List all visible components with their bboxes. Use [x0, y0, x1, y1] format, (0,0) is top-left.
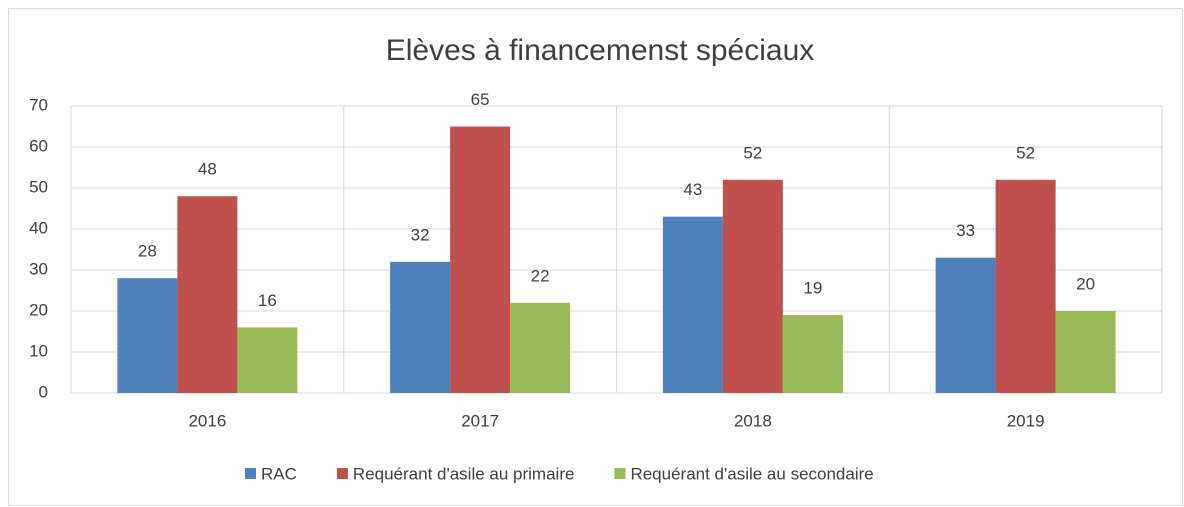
- y-tick-label: 20: [29, 300, 48, 319]
- x-tick-label: 2018: [734, 411, 772, 430]
- data-label: 43: [683, 180, 702, 199]
- legend-label: RAC: [261, 464, 297, 483]
- y-tick-label: 40: [29, 218, 48, 237]
- x-tick-label: 2016: [188, 411, 226, 430]
- bar: [935, 257, 996, 393]
- data-label: 32: [411, 225, 430, 244]
- y-tick-label: 10: [29, 341, 48, 360]
- y-tick-label: 30: [29, 259, 48, 278]
- bar: [722, 179, 783, 393]
- legend-swatch: [336, 468, 348, 479]
- data-label: 65: [471, 90, 490, 109]
- bar: [237, 327, 298, 393]
- legend-swatch: [614, 468, 626, 479]
- bar: [390, 261, 451, 393]
- data-label: 52: [1016, 143, 1035, 162]
- bar: [510, 302, 571, 393]
- data-label: 33: [956, 221, 975, 240]
- x-tick-label: 2019: [1007, 411, 1045, 430]
- data-label: 20: [1076, 274, 1095, 293]
- bar: [117, 278, 178, 393]
- legend-swatch: [245, 468, 256, 479]
- legend-label: Requérant d'asile au secondaire: [630, 464, 873, 483]
- bar: [995, 179, 1056, 393]
- y-tick-label: 50: [29, 177, 48, 196]
- chart-title: Elèves à financemenst spéciaux: [386, 34, 815, 67]
- data-label: 19: [803, 279, 822, 298]
- x-tick-label: 2017: [461, 411, 499, 430]
- data-label: 48: [198, 160, 217, 179]
- data-label: 52: [743, 143, 762, 162]
- legend-label: Requérant d'asile au primaire: [353, 464, 575, 483]
- y-tick-label: 60: [29, 136, 48, 155]
- bar: [1055, 311, 1116, 393]
- bar: [177, 196, 238, 393]
- data-label: 22: [531, 266, 550, 285]
- y-tick-label: 70: [29, 95, 48, 114]
- bar: [782, 315, 843, 393]
- y-tick-label: 0: [39, 382, 48, 401]
- data-label: 28: [138, 242, 157, 261]
- data-label: 16: [258, 291, 277, 310]
- bar: [450, 126, 511, 393]
- bar: [662, 216, 723, 393]
